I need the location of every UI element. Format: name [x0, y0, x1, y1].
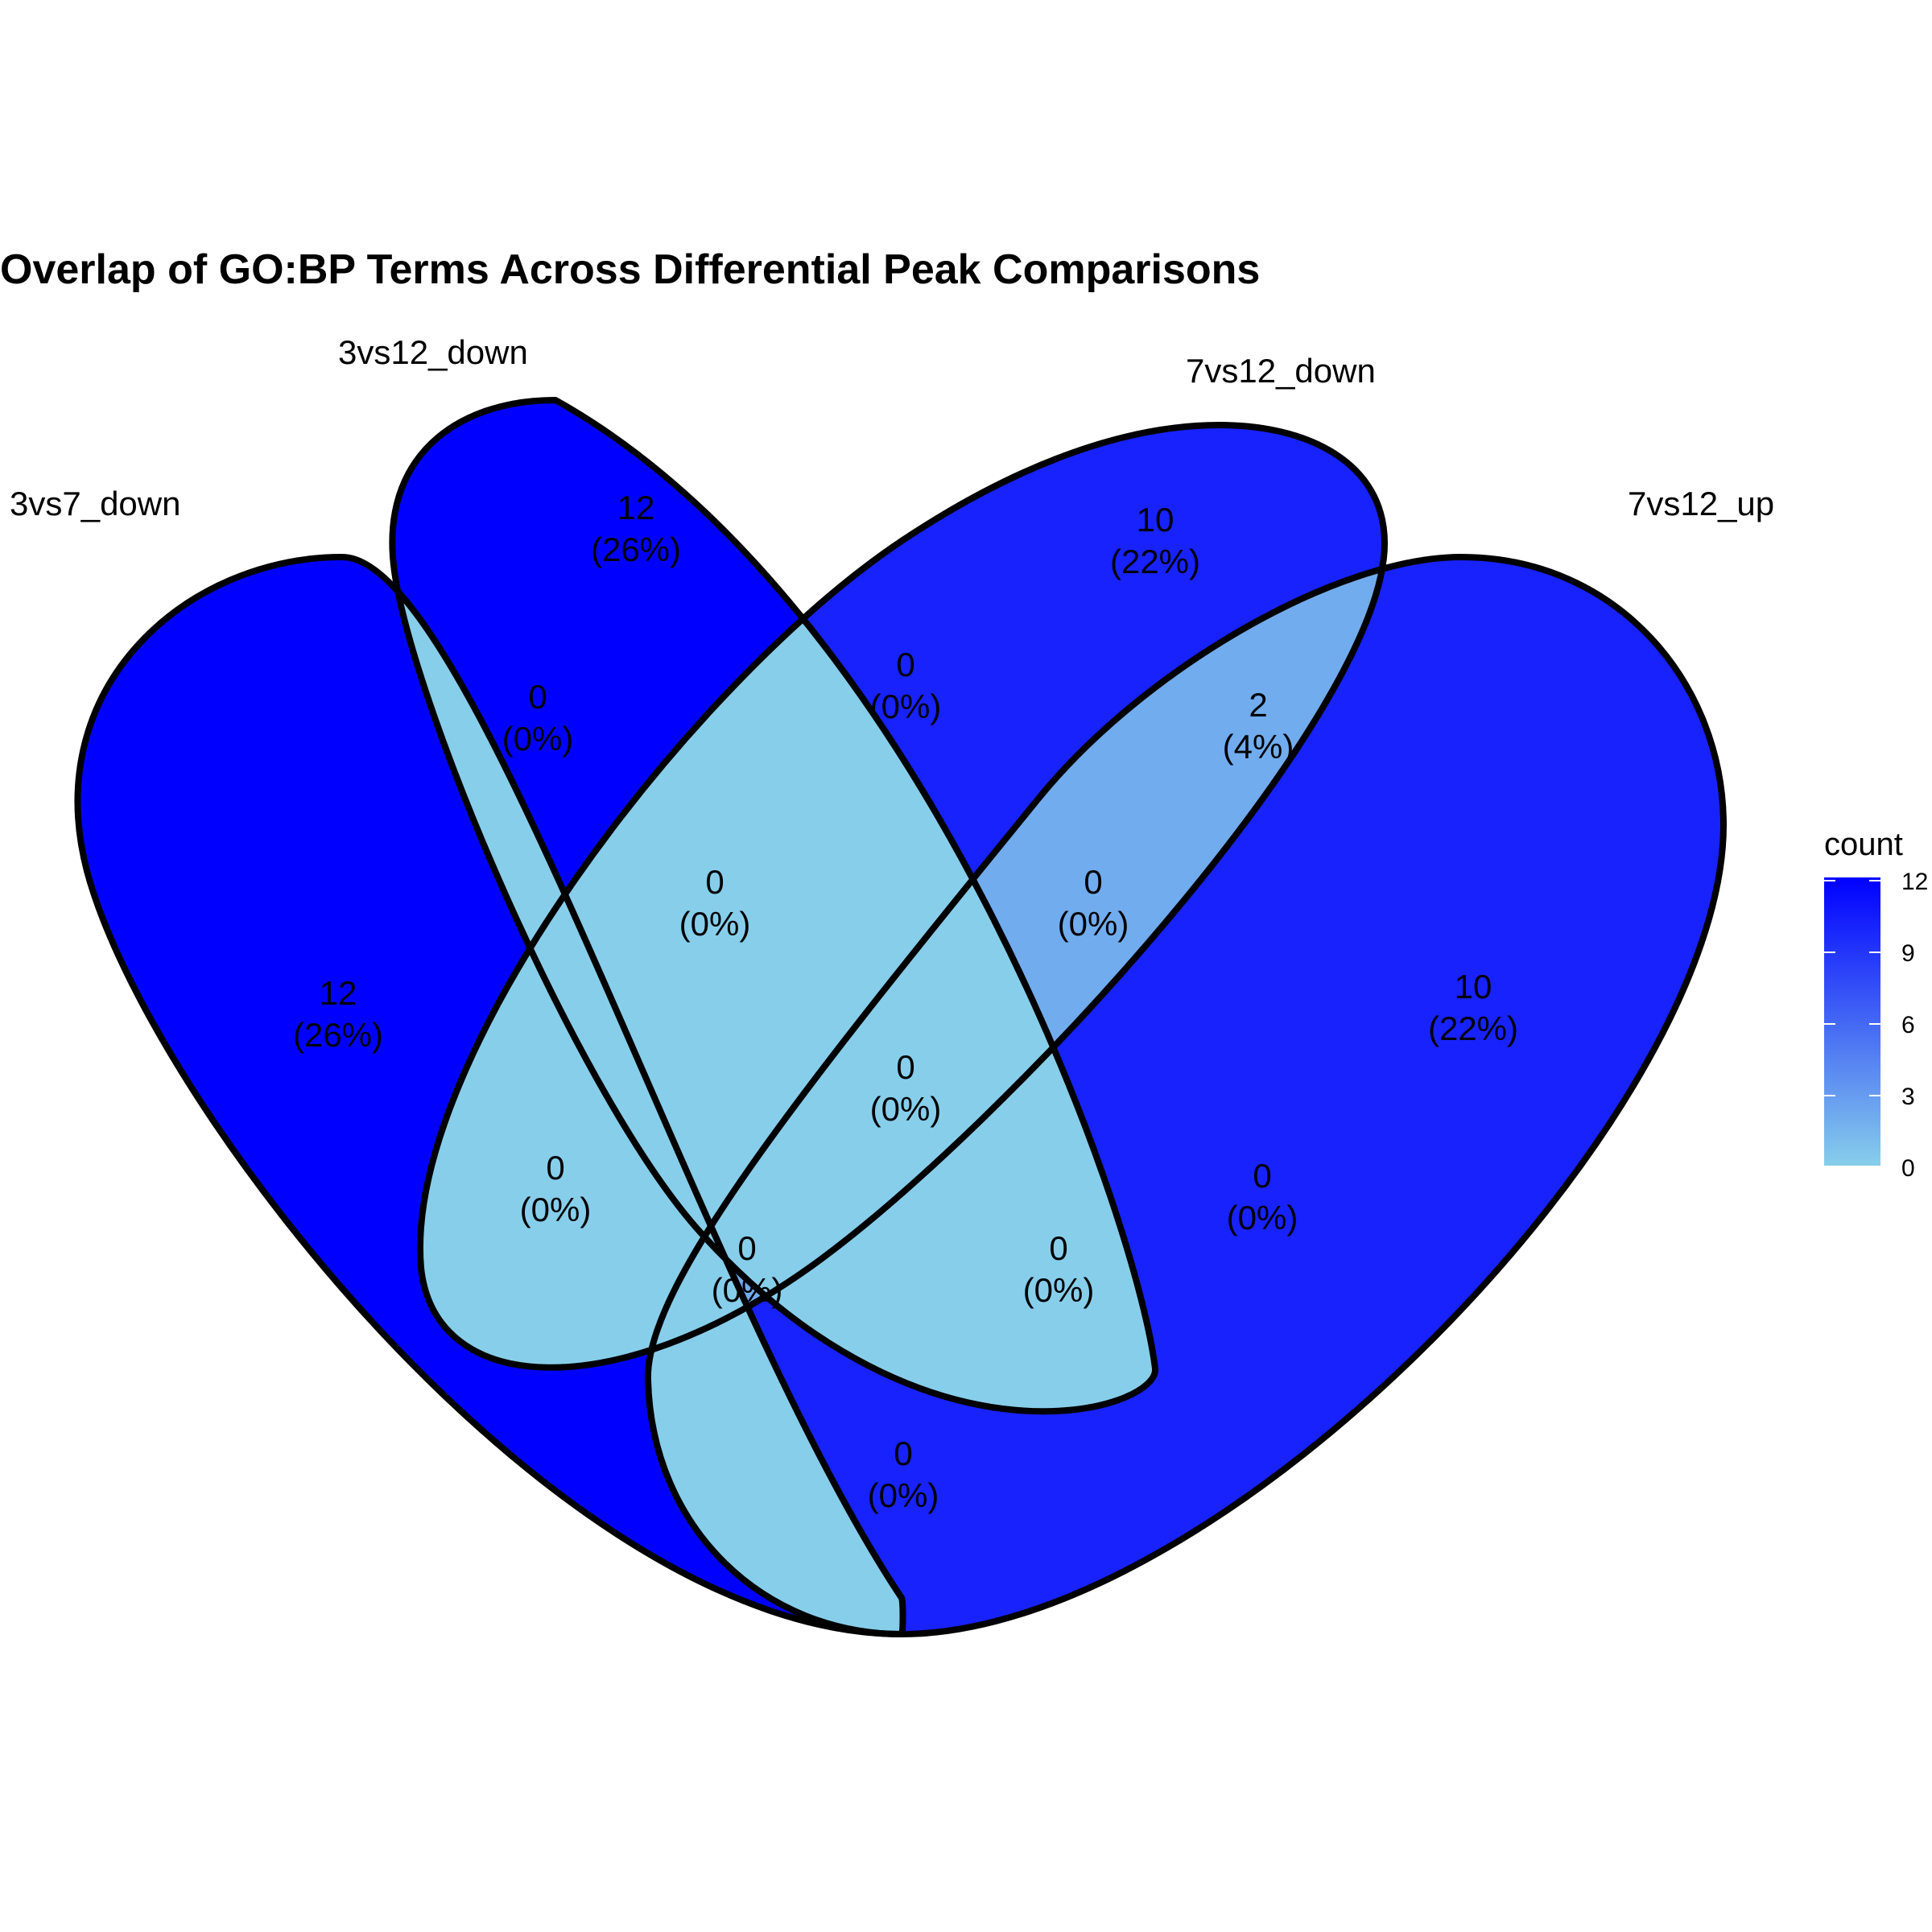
region-percent-bcd: (0%) [1058, 905, 1129, 943]
region-count-ab: 0 [528, 678, 547, 716]
region-percent-ab: (0%) [502, 720, 574, 758]
legend-title: count [1824, 827, 1903, 862]
region-percent-abcd: (0%) [870, 1090, 942, 1128]
region-percent-acd: (0%) [712, 1271, 783, 1309]
set-outline-3vs12-down [389, 397, 1158, 1415]
region-percent-c: (22%) [1110, 543, 1200, 580]
region-percent-b: (26%) [591, 530, 681, 568]
chart-title: Overlap of GO:BP Terms Across Differenti… [0, 246, 1260, 293]
set-label-3vs12-down: 3vs12_down [338, 333, 528, 371]
region-count-a: 12 [320, 974, 357, 1012]
venn-regions [77, 400, 1724, 1634]
region-percent-a: (26%) [293, 1016, 383, 1054]
region-count-ad: 0 [894, 1435, 912, 1472]
legend-tick-label: 6 [1901, 1012, 1915, 1038]
region-percent-abd: (0%) [1023, 1271, 1095, 1309]
region-percent-abc: (0%) [679, 905, 751, 943]
set-label-3vs7-down: 3vs7_down [10, 485, 180, 522]
legend-tick-label: 3 [1901, 1084, 1915, 1110]
region-count-bcd: 0 [1084, 863, 1102, 901]
legend-ticks: 0 3 6 9 12 [1824, 869, 1928, 1182]
venn-region-labels: 12 (26%) 12 (26%) 10 (22%) 10 (22%) 0 (0%) 0 (0%) 2 (… [293, 489, 1518, 1514]
region-percent-bc: (0%) [870, 687, 942, 725]
region-percent-ac: (0%) [520, 1191, 592, 1228]
legend-tick-label: 12 [1901, 869, 1928, 895]
region-count-acd: 0 [737, 1229, 756, 1267]
legend: count 0 3 6 9 12 [1824, 827, 1928, 1182]
legend-tick-label: 0 [1901, 1155, 1915, 1182]
set-label-7vs12-up: 7vs12_up [1628, 485, 1774, 522]
region-count-abc: 0 [705, 863, 724, 901]
set-outline-7vs12-up [644, 554, 1727, 1637]
set-outline-3vs7-down [74, 554, 906, 1637]
venn-outlines [74, 397, 1727, 1637]
region-percent-cd: (4%) [1223, 728, 1294, 766]
legend-tick-label: 9 [1901, 940, 1915, 967]
legend-colorbar [1824, 877, 1880, 1166]
region-percent-ad: (0%) [868, 1476, 939, 1514]
region-percent-d: (22%) [1428, 1009, 1518, 1047]
region-count-ac: 0 [546, 1149, 564, 1187]
region-count-bc: 0 [896, 646, 914, 683]
region-count-b: 12 [617, 489, 655, 526]
region-ad [647, 557, 903, 1634]
set-outline-7vs12-down [416, 422, 1388, 1371]
set-label-7vs12-down: 7vs12_down [1186, 352, 1376, 390]
region-percent-bd: (0%) [1227, 1199, 1298, 1236]
region-count-abcd: 0 [896, 1048, 914, 1086]
region-count-bd: 0 [1253, 1157, 1271, 1195]
region-count-d: 10 [1455, 968, 1492, 1005]
region-count-abd: 0 [1049, 1229, 1067, 1267]
venn-set-labels: 3vs7_down 3vs12_down 7vs12_down 7vs12_up [10, 333, 1774, 522]
region-count-c: 10 [1137, 501, 1174, 539]
region-count-cd: 2 [1249, 686, 1267, 724]
